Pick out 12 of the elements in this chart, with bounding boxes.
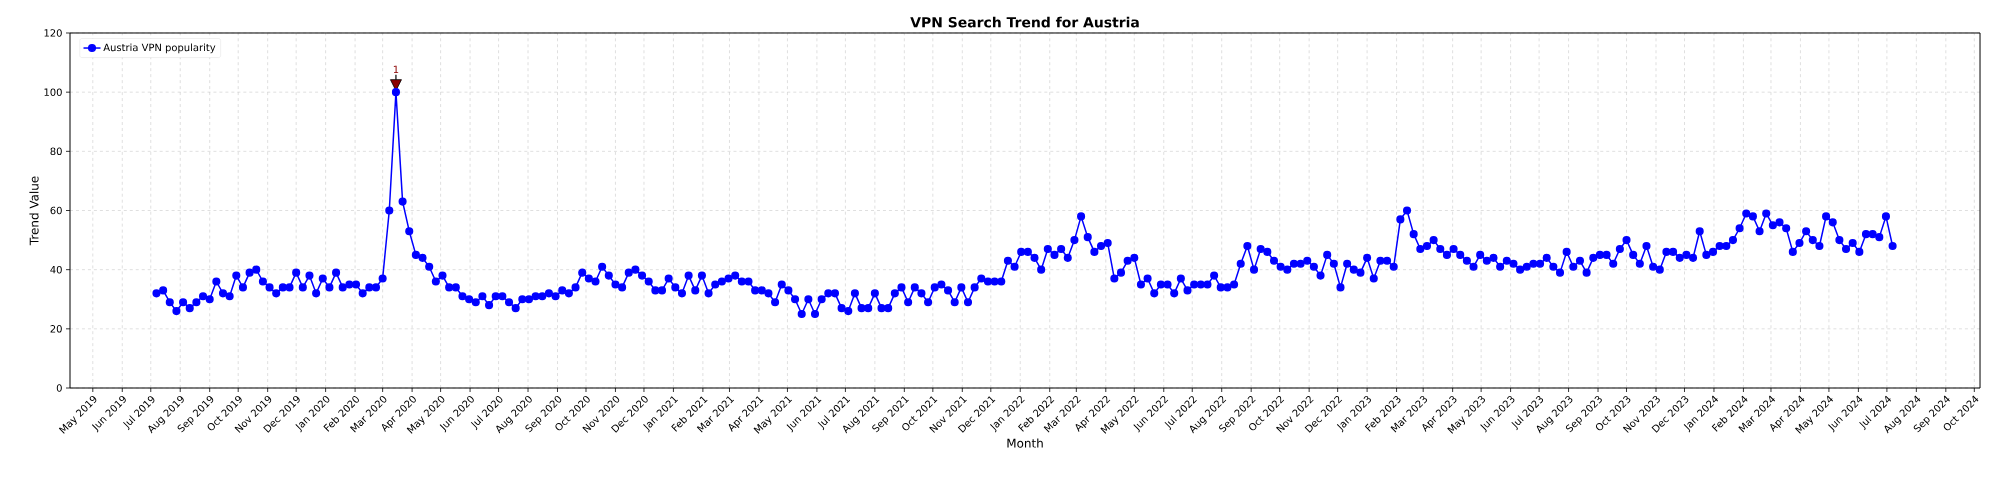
y-tick-label: 0 — [56, 384, 62, 392]
chart-title: VPN Search Trend for Austria — [910, 16, 1139, 28]
legend-label: Austria VPN popularity — [103, 43, 216, 54]
y-axis-title: Trend Value — [29, 176, 39, 246]
annotation: 1 — [393, 65, 399, 73]
y-tick-label: 120 — [44, 29, 62, 37]
y-tick-label: 60 — [50, 206, 62, 215]
x-axis-title: Month — [1007, 438, 1043, 448]
y-tick-label: 40 — [50, 265, 62, 274]
y-tick-label: 100 — [44, 88, 62, 96]
y-tick-label: 80 — [50, 147, 62, 156]
y-tick-label: 20 — [50, 325, 62, 333]
